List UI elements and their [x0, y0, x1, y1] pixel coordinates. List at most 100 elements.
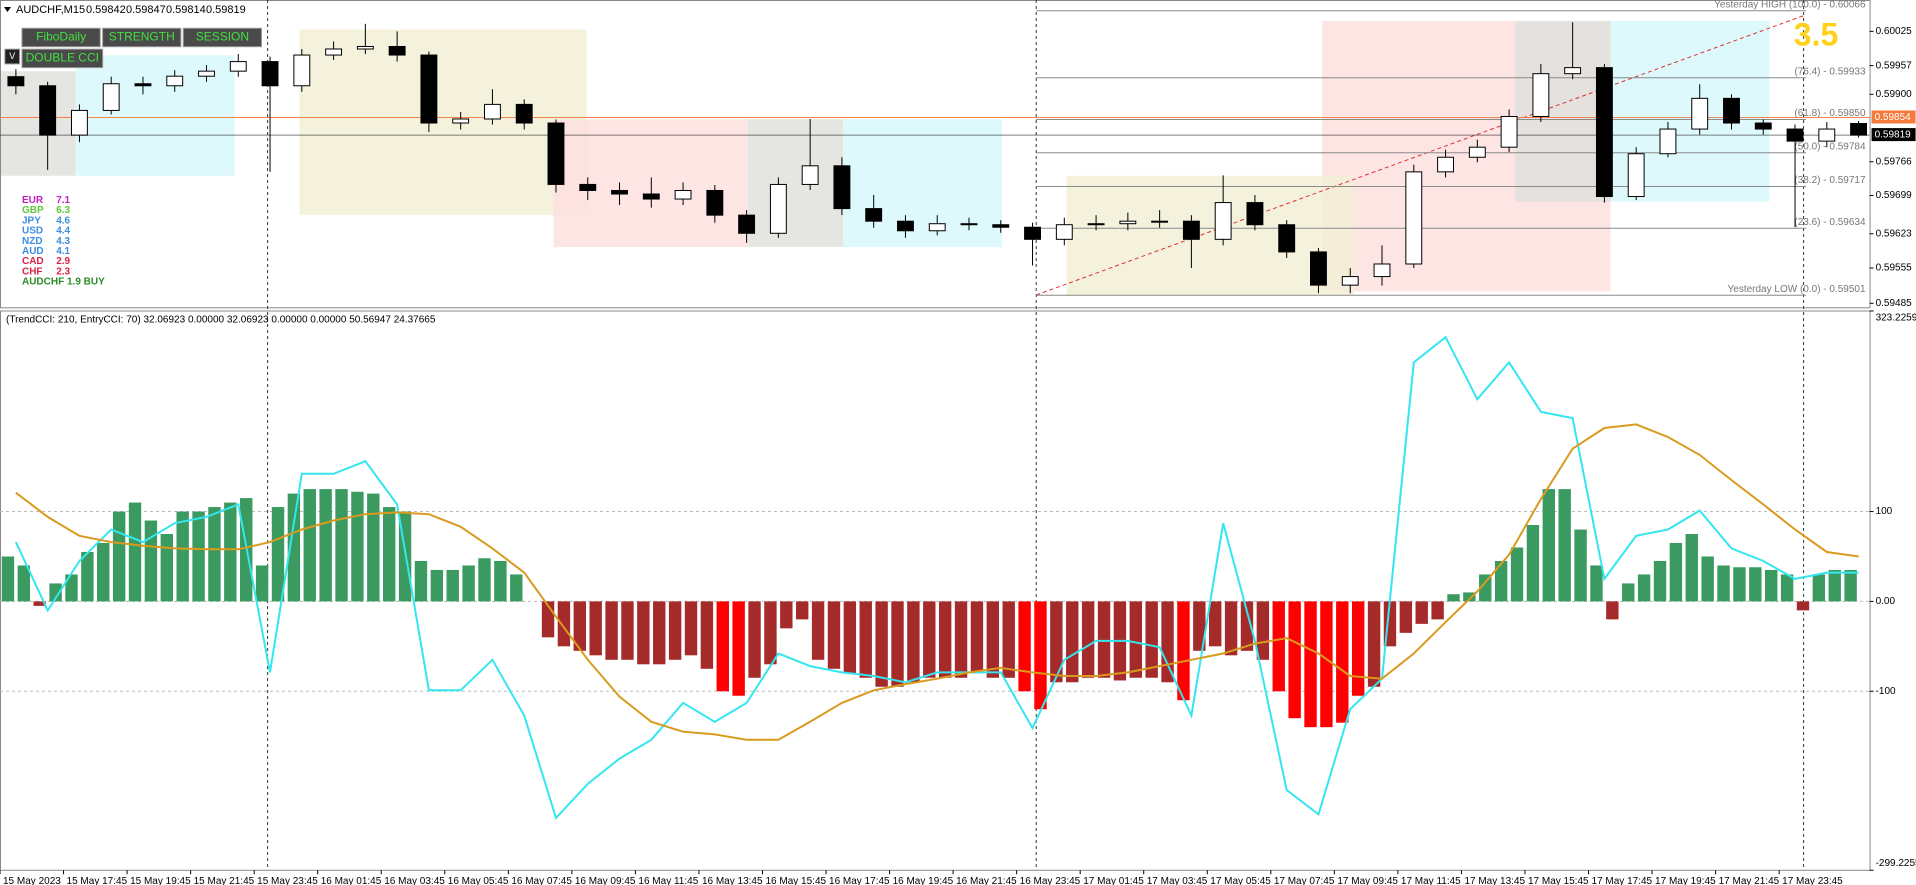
x-tick-label: 15 May 2023 [3, 876, 61, 885]
currency: GBP [22, 205, 44, 216]
histogram-bar [557, 601, 571, 647]
button-label[interactable]: V [9, 51, 15, 61]
histogram-bar [1510, 547, 1524, 602]
histogram-bar [637, 601, 650, 665]
histogram-bar [1193, 601, 1206, 651]
histogram-bar [1447, 594, 1460, 602]
histogram-bar [780, 601, 793, 629]
x-tick-label: 16 May 19:45 [893, 876, 954, 885]
candle-body [1595, 67, 1613, 198]
x-tick-label: 17 May 01:45 [1083, 876, 1144, 885]
button-label[interactable]: FiboDaily [36, 30, 86, 44]
button-label[interactable]: STRENGTH [109, 30, 175, 44]
candle-body [611, 189, 628, 195]
histogram-bar [1129, 601, 1142, 678]
button[interactable]: FiboDaily [21, 27, 101, 48]
button[interactable]: DOUBLE CCI [21, 48, 104, 69]
histogram-bar [684, 601, 698, 656]
histogram-bar [1288, 601, 1301, 719]
candle-body [738, 214, 756, 234]
candle-body [1627, 153, 1645, 198]
histogram-bar [176, 511, 189, 602]
histogram-bar [1415, 601, 1428, 624]
y-tick-label: 0.59485 [1876, 298, 1913, 309]
button[interactable]: STRENGTH [102, 27, 182, 48]
histogram-bar [478, 558, 491, 602]
x-tick-label: 16 May 21:45 [956, 876, 1017, 885]
histogram-bar [303, 489, 316, 602]
histogram-bar [1431, 601, 1444, 620]
candle-body [1723, 97, 1740, 124]
x-tick-label: 17 May 17:45 [1592, 876, 1653, 885]
histogram-bar [716, 601, 729, 692]
button[interactable]: SESSION [182, 27, 262, 48]
histogram-bar [1590, 565, 1603, 602]
histogram-bar [1844, 569, 1857, 602]
histogram-bar [970, 601, 984, 674]
candle-body [1055, 224, 1073, 240]
histogram-bar [208, 507, 221, 602]
button-face[interactable] [21, 48, 104, 69]
histogram-bar [351, 491, 364, 602]
histogram-bar [1, 556, 15, 602]
y-tick-label: 0.00 [1876, 596, 1896, 607]
histogram-bar [1796, 601, 1810, 611]
histogram-bar [224, 502, 237, 602]
session-box [1066, 175, 1354, 295]
histogram-bar [1018, 601, 1031, 692]
candle-body [1087, 223, 1105, 226]
histogram-bar [811, 601, 825, 660]
button-face[interactable] [21, 27, 101, 48]
candle-body [452, 118, 470, 124]
histogram-bar [1463, 592, 1476, 602]
histogram-bar [33, 601, 46, 606]
y-tick-label: 0.60025 [1876, 26, 1913, 37]
button-face[interactable] [102, 27, 182, 48]
strength-value: 4.4 [56, 226, 70, 237]
y-tick-label: 0.59623 [1876, 228, 1913, 239]
button-label[interactable]: DOUBLE CCI [26, 51, 99, 65]
x-tick-label: 16 May 09:45 [575, 876, 636, 885]
histogram-bar [1050, 601, 1063, 683]
button-face[interactable] [4, 48, 21, 65]
histogram-bar [255, 565, 269, 602]
button-label[interactable]: SESSION [196, 30, 249, 44]
histogram-bar [748, 601, 761, 678]
x-tick-label: 17 May 23:45 [1782, 876, 1843, 885]
candle-body [1341, 276, 1359, 286]
x-tick-label: 16 May 23:45 [1020, 876, 1081, 885]
histogram-bar [1828, 569, 1841, 602]
candle-body [1119, 220, 1137, 225]
histogram-bar [1494, 560, 1508, 602]
x-tick-label: 15 May 17:45 [67, 876, 128, 885]
y-tick-label: -100 [1876, 686, 1896, 697]
fib-label: (76.4) - 0.59933 [1794, 66, 1866, 77]
y-tick-label: 0.59699 [1876, 190, 1913, 201]
y-tick-label: 0.59766 [1876, 156, 1913, 167]
candle-body [1786, 128, 1804, 142]
candle-body [1564, 67, 1582, 75]
y-tick-label: 0.59957 [1876, 60, 1913, 71]
button-face[interactable] [182, 27, 262, 48]
button[interactable]: V [4, 48, 21, 65]
candle-body [579, 183, 597, 191]
histogram-bar [1209, 601, 1222, 647]
candle-body [39, 85, 57, 136]
histogram-bar [1542, 489, 1556, 602]
histogram-bar [875, 601, 888, 687]
menu-icon [4, 7, 11, 12]
candle-body [1500, 115, 1518, 148]
histogram-bar [1526, 525, 1540, 602]
session-box [843, 119, 1002, 248]
histogram-bar [1034, 601, 1047, 710]
candle-body [1024, 226, 1041, 240]
candle-body [1278, 224, 1296, 253]
x-tick-label: 17 May 13:45 [1464, 876, 1525, 885]
strength-value: 4.3 [56, 236, 70, 247]
x-tick-label: 17 May 07:45 [1274, 876, 1335, 885]
candle-body [1659, 128, 1677, 155]
candle-body [897, 220, 914, 232]
candle-body [1373, 263, 1391, 278]
candle-body [865, 208, 883, 222]
histogram-bar [271, 507, 285, 602]
